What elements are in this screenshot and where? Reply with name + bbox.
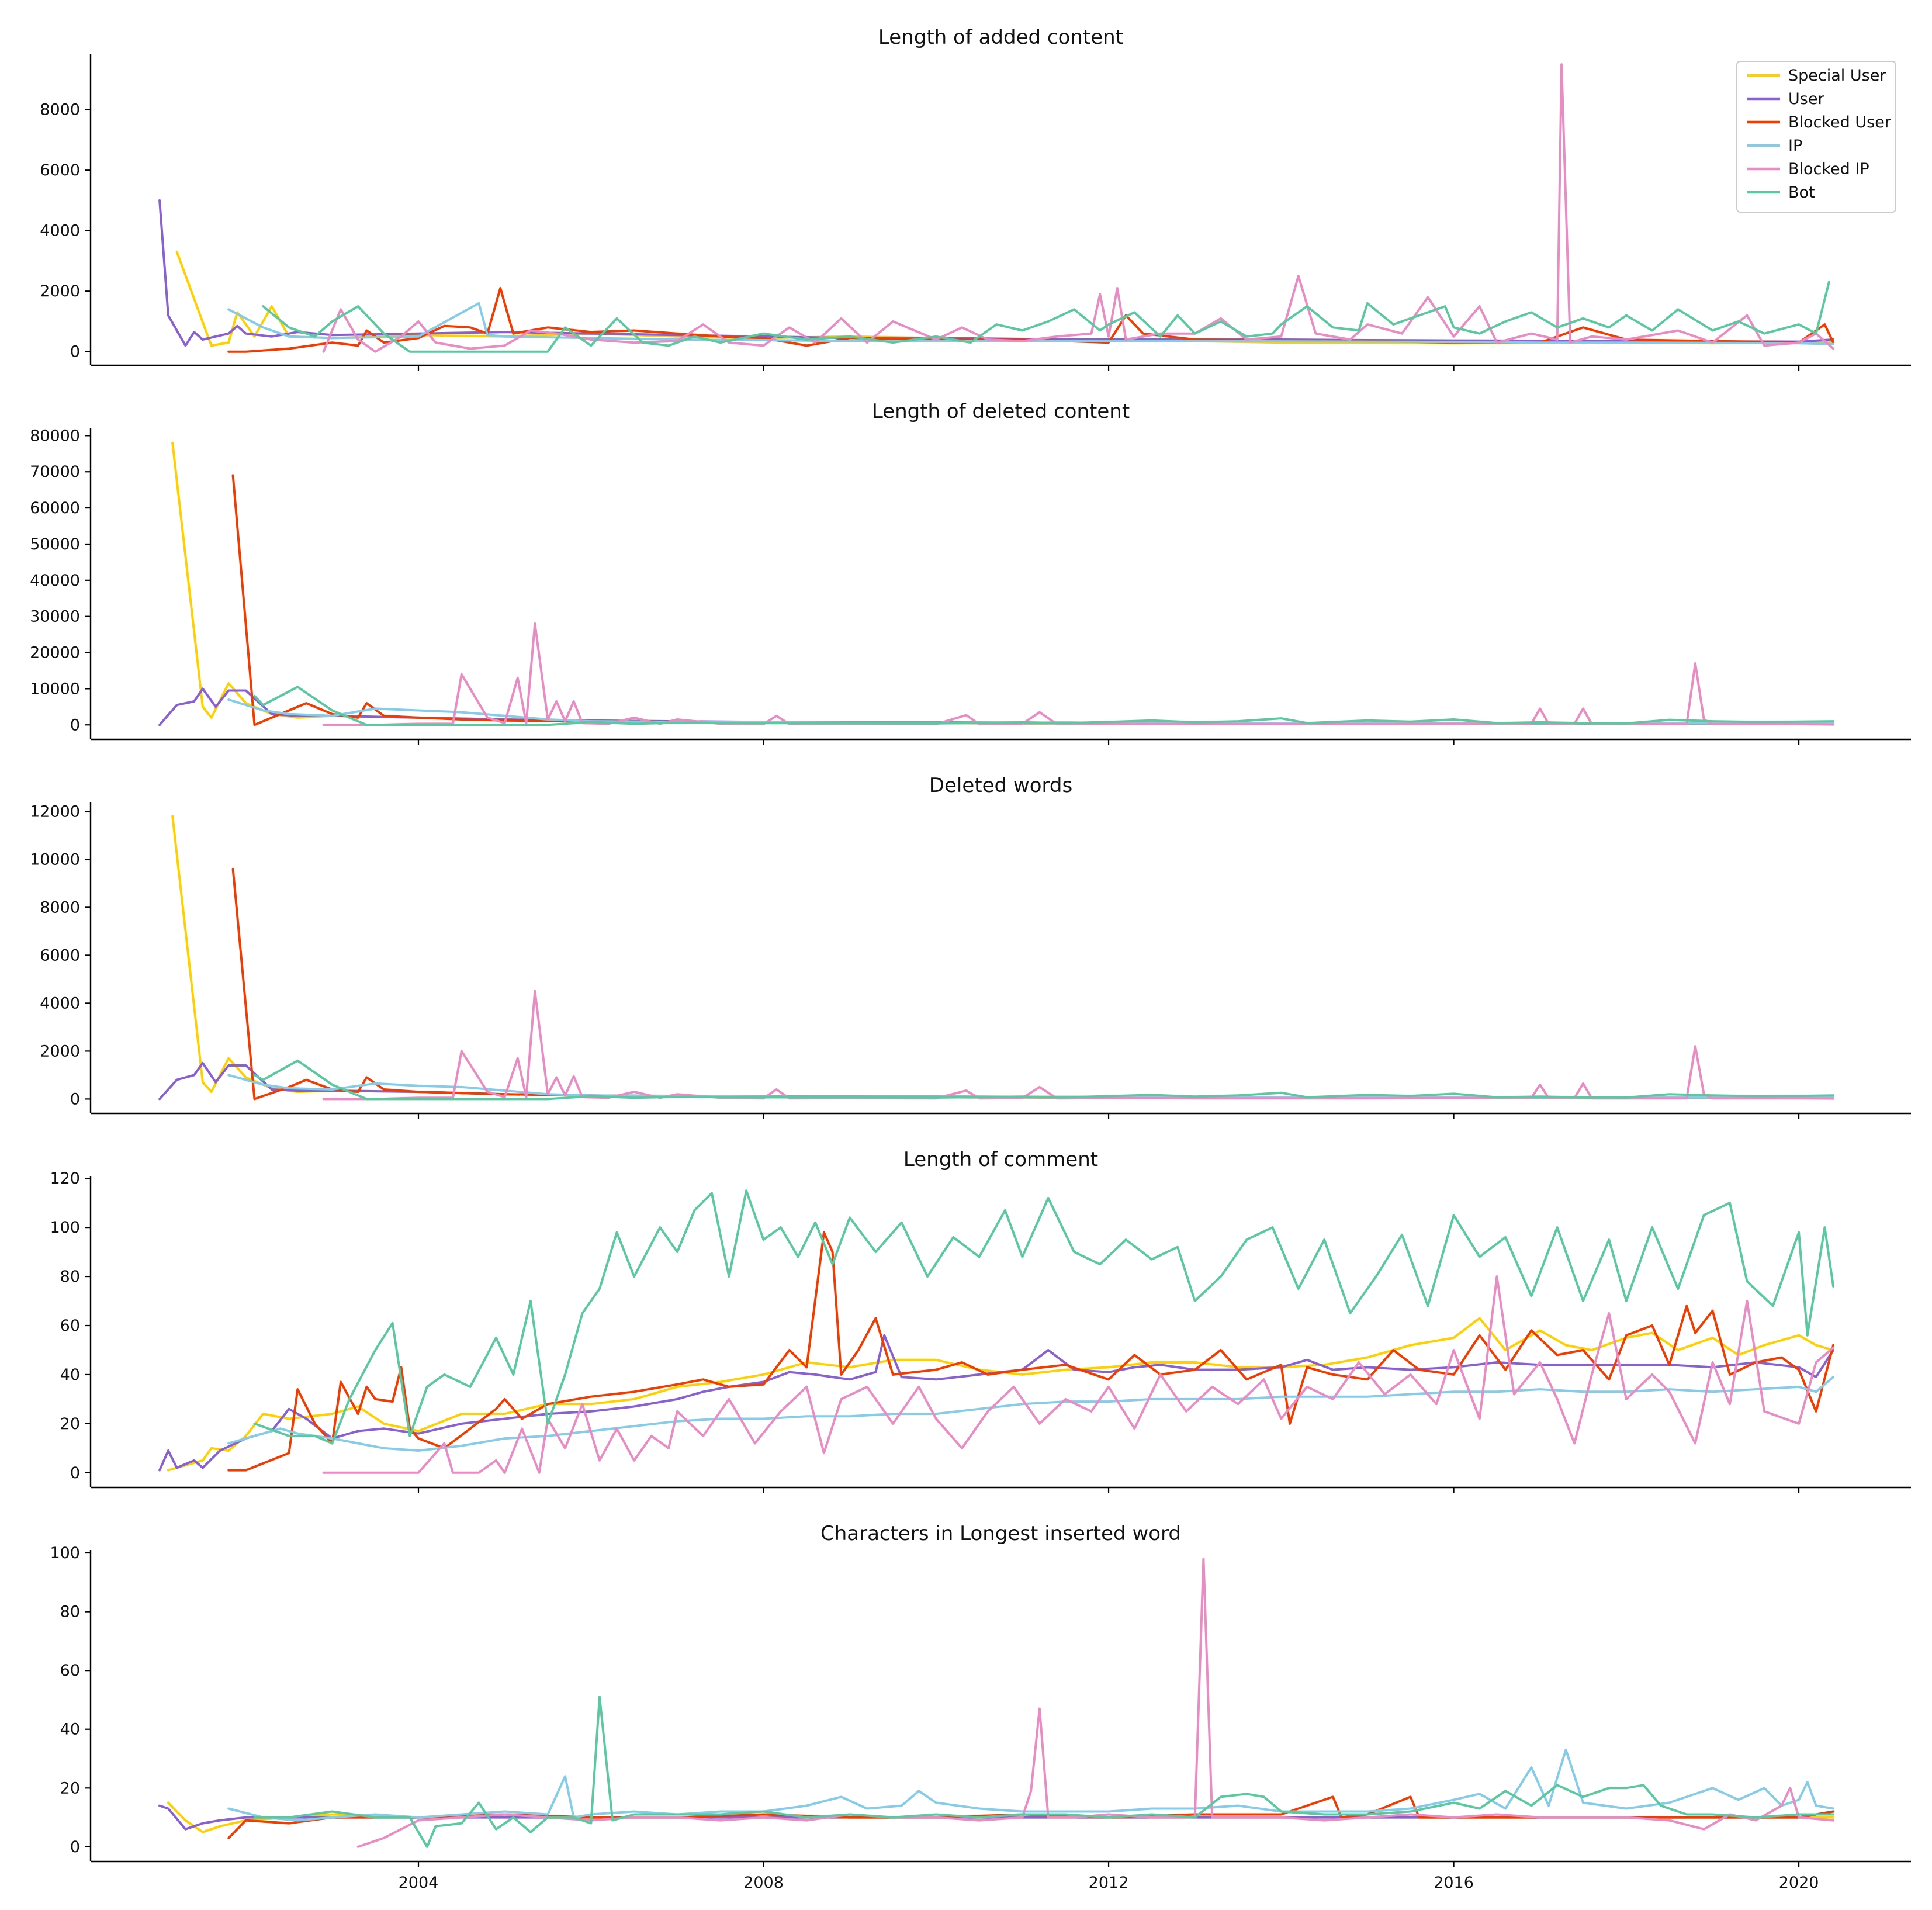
chart-panel-1: Length of added content 0 2000 4000 6000 8000 — [40, 26, 1911, 371]
series-line-blocked-ip — [322, 622, 1835, 726]
series-line-blocked-ip — [322, 989, 1835, 1101]
chart-title: Length of added content — [878, 26, 1123, 49]
y-tick-label: 80 — [60, 1268, 80, 1286]
y-tick-label: 60 — [60, 1662, 80, 1680]
y-tick-label: 0 — [70, 716, 80, 734]
series-line-bot — [253, 1189, 1835, 1445]
series-line-blocked-user — [231, 474, 1835, 726]
y-tick-label: 40000 — [30, 572, 80, 590]
chart-title: Characters in Longest inserted word — [820, 1522, 1181, 1545]
y-tick-label: 50000 — [30, 535, 80, 553]
series-line-special-user — [171, 815, 1835, 1099]
y-tick-label: 8000 — [40, 898, 80, 916]
x-tick-label: 2008 — [743, 1874, 784, 1892]
series-line-blocked-ip — [322, 1275, 1835, 1474]
series-line-ip — [227, 1376, 1835, 1452]
legend-label-special-user: Special User — [1788, 67, 1886, 85]
y-tick-label: 100 — [50, 1544, 80, 1562]
y-tick-label: 4000 — [40, 222, 80, 240]
y-tick-label: 80000 — [30, 427, 80, 445]
series-line-special-user — [167, 1317, 1835, 1472]
y-tick-label: 0 — [70, 343, 80, 361]
series-line-ip — [227, 1748, 1835, 1822]
x-tick-label: 2020 — [1779, 1874, 1819, 1892]
series-line-user — [158, 1061, 1835, 1101]
series-line-ip — [227, 302, 1835, 345]
legend-label-user: User — [1788, 90, 1824, 108]
y-tick-label: 0 — [70, 1838, 80, 1856]
series-line-blocked-ip — [322, 63, 1835, 353]
legend-label-blocked-ip: Blocked IP — [1788, 160, 1869, 178]
y-tick-label: 4000 — [40, 994, 80, 1012]
y-tick-label: 2000 — [40, 1042, 80, 1060]
legend-label-ip: IP — [1788, 137, 1802, 155]
series-line-user — [158, 687, 1835, 726]
series-line-blocked-user — [227, 1231, 1835, 1472]
chart-title: Length of deleted content — [872, 400, 1130, 423]
y-tick-label: 12000 — [30, 802, 80, 821]
legend-label-bot: Bot — [1788, 184, 1815, 202]
y-tick-label: 6000 — [40, 946, 80, 964]
series-line-bot — [262, 281, 1830, 353]
x-tick-label: 2012 — [1089, 1874, 1129, 1892]
y-tick-label: 40 — [60, 1366, 80, 1384]
x-tick-label: 2004 — [399, 1874, 439, 1892]
y-tick-label: 40 — [60, 1721, 80, 1739]
x-tick-label: 2016 — [1434, 1874, 1474, 1892]
series-line-bot — [253, 1059, 1835, 1101]
legend: Special User User Blocked User IP Blocked IP… — [1736, 61, 1896, 213]
chart-panel-3: Deleted words 0 2000 4000 6000 8000 10000 12000 — [30, 774, 1911, 1119]
series-line-bot — [253, 1696, 1835, 1848]
y-tick-label: 10000 — [30, 850, 80, 869]
y-tick-label: 30000 — [30, 608, 80, 626]
legend-label-blocked-user: Blocked User — [1788, 113, 1892, 132]
series-line-blocked-user — [231, 867, 1835, 1101]
y-tick-label: 8000 — [40, 101, 80, 119]
chart-title: Length of comment — [903, 1148, 1098, 1171]
y-tick-label: 0 — [70, 1464, 80, 1482]
series-line-bot — [253, 686, 1835, 726]
series-line-user — [158, 199, 1835, 347]
y-tick-label: 60000 — [30, 499, 80, 517]
y-tick-label: 20 — [60, 1415, 80, 1433]
y-tick-label: 70000 — [30, 463, 80, 481]
y-tick-label: 120 — [50, 1169, 80, 1188]
y-tick-label: 10000 — [30, 680, 80, 698]
y-tick-label: 100 — [50, 1219, 80, 1237]
y-tick-label: 80 — [60, 1603, 80, 1621]
series-line-blocked-ip — [356, 1558, 1835, 1848]
chart-panel-5: Characters in Longest inserted word 0 20 40… — [50, 1522, 1911, 1892]
y-tick-label: 2000 — [40, 282, 80, 300]
y-tick-label: 6000 — [40, 161, 80, 179]
chart-panel-4: Length of comment 0 20 40 60 80 100 120 — [50, 1148, 1911, 1493]
y-tick-label: 20000 — [30, 644, 80, 662]
y-tick-label: 60 — [60, 1317, 80, 1335]
series-line-special-user — [171, 441, 1835, 725]
y-tick-label: 20 — [60, 1779, 80, 1797]
y-tick-label: 0 — [70, 1090, 80, 1108]
chart-panel-2: Length of deleted content 0 10000 20000 3000… — [30, 400, 1911, 745]
chart-title: Deleted words — [929, 774, 1072, 797]
series-line-user — [158, 1334, 1835, 1472]
